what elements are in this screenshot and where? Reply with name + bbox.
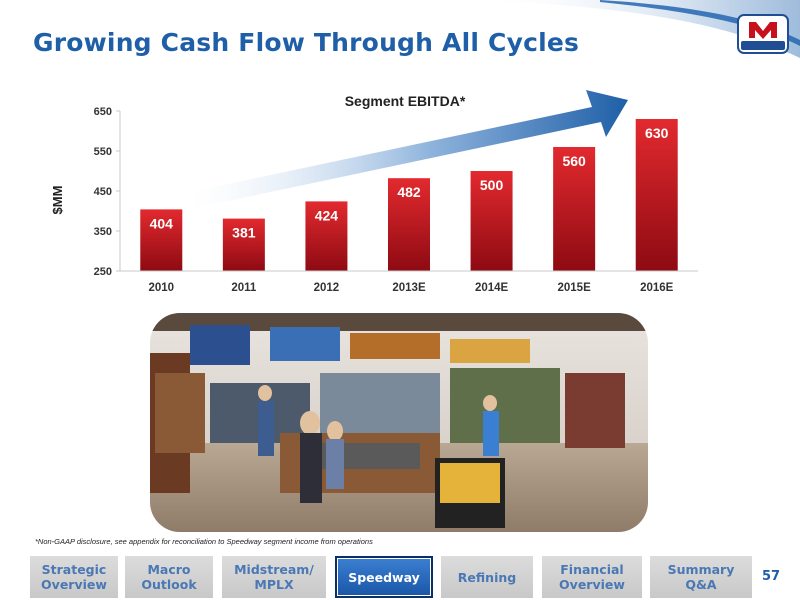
x-tick-label: 2011 — [231, 282, 257, 294]
x-tick-label: 2015E — [558, 282, 592, 294]
bar-2014e — [470, 171, 513, 271]
bar-2012 — [305, 201, 348, 271]
bar-value-label: 381 — [232, 225, 256, 241]
nav-tab-macro-outlook[interactable]: Macro Outlook — [125, 556, 213, 598]
nav-tab-midstream-mplx[interactable]: Midstream/ MPLX — [222, 556, 326, 598]
bar-2010 — [140, 209, 183, 271]
y-axis-label: $MM — [50, 186, 65, 215]
bar-value-label: 482 — [397, 184, 421, 200]
nav-tab-financial-overview[interactable]: Financial Overview — [542, 556, 642, 598]
y-tick-label: 650 — [94, 106, 112, 118]
x-tick-label: 2014E — [475, 282, 509, 294]
slide-title: Growing Cash Flow Through All Cycles — [33, 28, 580, 57]
y-tick-label: 350 — [94, 226, 112, 238]
x-tick-label: 2016E — [640, 282, 674, 294]
bar-value-label: 500 — [480, 177, 504, 193]
segment-ebitda-chart: Segment EBITDA* $MM 250 350 450 550 650 404 3… — [50, 90, 698, 294]
store-interior-photo — [150, 313, 648, 532]
x-tick-label: 2013E — [392, 282, 426, 294]
x-tick-label: 2010 — [148, 282, 174, 294]
y-tick-label: 450 — [94, 186, 112, 198]
x-tick-label: 2012 — [314, 282, 340, 294]
y-tick-label: 550 — [94, 146, 112, 158]
nav-tab-refining[interactable]: Refining — [441, 556, 533, 598]
nav-tab-strategic-overview[interactable]: Strategic Overview — [30, 556, 118, 598]
bar-2015e — [553, 147, 596, 271]
bar-value-label: 424 — [315, 207, 339, 223]
chart-title: Segment EBITDA* — [345, 93, 466, 109]
section-nav: Strategic Overview Macro Outlook Midstream… — [30, 556, 760, 598]
marathon-logo — [737, 14, 789, 54]
bar-2013e — [388, 178, 430, 271]
nav-tab-speedway[interactable]: Speedway — [335, 556, 433, 598]
trend-arrow — [190, 90, 628, 208]
bar-value-label: 404 — [150, 215, 174, 231]
bar-value-label: 560 — [562, 153, 586, 169]
y-tick-label: 250 — [94, 266, 112, 278]
bar-value-label: 630 — [645, 125, 669, 141]
page-number: 57 — [762, 569, 781, 584]
bar-2011 — [222, 218, 265, 271]
nav-tab-summary-q-a[interactable]: Summary Q&A — [650, 556, 752, 598]
header-swoosh — [470, 0, 800, 58]
footnote: *Non-GAAP disclosure, see appendix for r… — [35, 537, 373, 546]
bar-2016e — [635, 119, 678, 271]
